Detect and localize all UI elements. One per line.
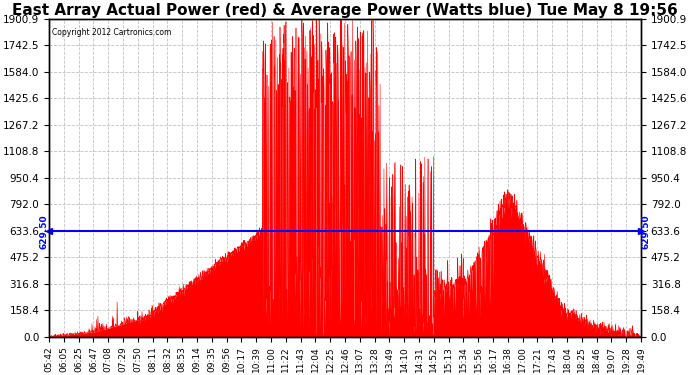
Text: 629.50: 629.50 bbox=[642, 214, 651, 249]
Text: Copyright 2012 Cartronics.com: Copyright 2012 Cartronics.com bbox=[52, 28, 171, 38]
Text: 629.50: 629.50 bbox=[39, 214, 48, 249]
Title: East Array Actual Power (red) & Average Power (Watts blue) Tue May 8 19:56: East Array Actual Power (red) & Average … bbox=[12, 3, 678, 18]
